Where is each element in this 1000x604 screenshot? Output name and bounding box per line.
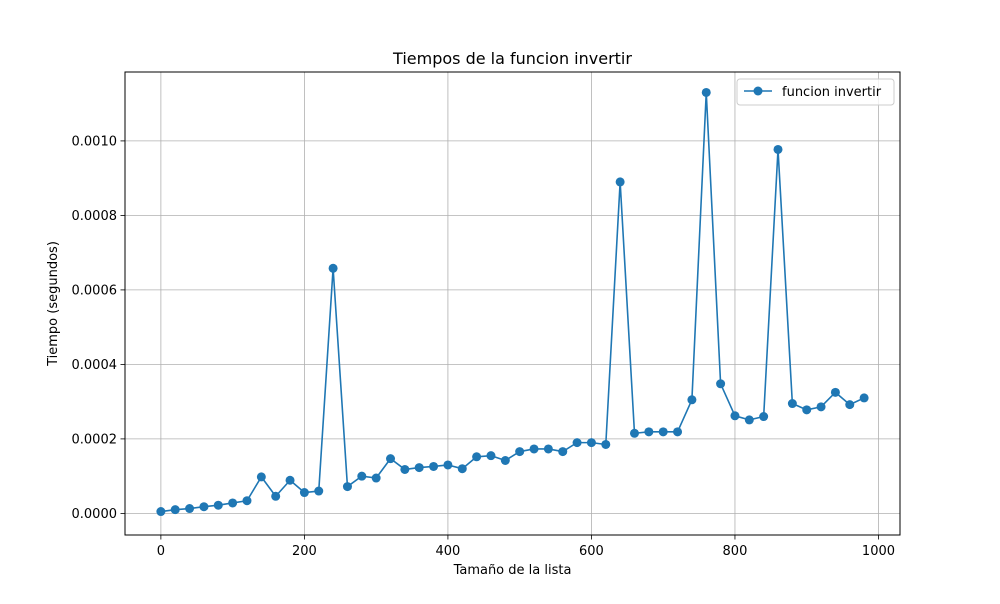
data-point	[830, 387, 840, 397]
data-point	[228, 498, 238, 508]
x-tick-label: 800	[723, 544, 748, 559]
y-tick-label: 0.0006	[72, 283, 118, 298]
data-point	[299, 488, 309, 498]
data-point	[285, 475, 295, 485]
y-tick-label: 0.0000	[72, 507, 118, 522]
x-axis-ticks: 0 200 400 600 800 1000	[157, 535, 895, 559]
data-point	[773, 144, 783, 154]
data-point	[859, 393, 869, 403]
plot-area-frame	[124, 71, 901, 536]
data-point	[658, 427, 668, 437]
y-tick-label: 0.0002	[72, 432, 118, 447]
y-axis-ticks: 0.0000 0.0002 0.0004 0.0006 0.0008 0.0010	[72, 134, 125, 522]
data-point	[644, 427, 654, 437]
data-point	[185, 504, 195, 514]
data-point	[586, 438, 596, 448]
data-point	[716, 379, 726, 389]
data-point	[443, 460, 453, 470]
data-point	[342, 482, 352, 492]
data-point	[414, 463, 424, 473]
data-point	[213, 500, 223, 510]
data-point	[615, 177, 625, 187]
legend-marker-swatch	[753, 86, 763, 96]
x-tick-label: 400	[436, 544, 461, 559]
data-point	[500, 456, 510, 466]
data-point	[701, 87, 711, 97]
data-point	[802, 405, 812, 415]
x-tick-label: 1000	[862, 544, 895, 559]
data-point	[759, 412, 769, 422]
legend-entry-label: funcion invertir	[782, 85, 882, 100]
data-point	[457, 464, 467, 474]
data-point	[199, 502, 209, 512]
data-point	[787, 399, 797, 409]
data-point	[472, 452, 482, 462]
data-point	[629, 428, 639, 438]
data-point	[371, 473, 381, 483]
data-point	[558, 447, 568, 457]
data-point	[816, 402, 826, 412]
x-tick-label: 0	[157, 544, 165, 559]
data-point	[572, 438, 582, 448]
data-point	[730, 411, 740, 421]
legend: funcion invertir	[736, 78, 895, 106]
y-axis-label: Tiempo (segundos)	[46, 241, 61, 367]
data-point	[529, 444, 539, 454]
data-point	[386, 454, 396, 464]
data-point	[486, 451, 496, 461]
data-point	[400, 464, 410, 474]
y-tick-label: 0.0008	[72, 209, 118, 224]
x-axis-label: Tamaño de la lista	[453, 563, 572, 578]
data-point	[271, 491, 281, 501]
data-point	[601, 439, 611, 449]
y-tick-label: 0.0010	[72, 134, 118, 149]
data-point	[845, 400, 855, 410]
x-tick-label: 200	[292, 544, 317, 559]
data-point	[170, 505, 180, 515]
data-point	[357, 471, 367, 481]
series-layer	[156, 87, 869, 517]
data-point	[328, 263, 338, 273]
data-point	[256, 472, 266, 482]
data-point	[543, 444, 553, 454]
data-point	[673, 427, 683, 437]
data-point	[429, 461, 439, 471]
data-point	[156, 507, 166, 517]
x-tick-label: 600	[579, 544, 604, 559]
chart-title: Tiempos de la funcion invertir	[392, 49, 632, 68]
data-point	[687, 395, 697, 405]
data-point	[744, 415, 754, 425]
y-tick-label: 0.0004	[72, 358, 118, 373]
data-point	[242, 496, 252, 506]
data-point	[515, 447, 525, 457]
legend-box	[736, 78, 895, 106]
data-point	[314, 486, 324, 496]
